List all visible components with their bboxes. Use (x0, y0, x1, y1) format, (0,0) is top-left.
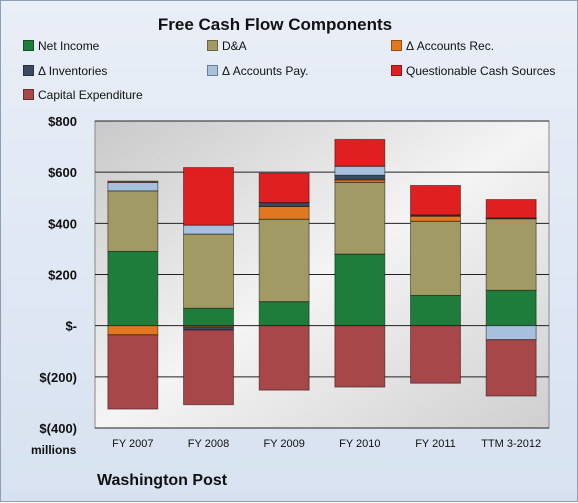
bar-questionable-cash-sources (334, 138, 386, 167)
legend-item-inventories: Δ Inventories (23, 64, 107, 78)
x-tick-label: TTM 3-2012 (481, 438, 541, 450)
x-tick-label: FY 2011 (415, 438, 456, 450)
company-name: Washington Post (97, 472, 228, 489)
legend-swatch-accounts-rec (391, 40, 402, 51)
legend-swatch-net-income (23, 40, 34, 51)
bar-net-income (258, 301, 310, 327)
y-tick-label: $400 (48, 216, 77, 231)
legend-label: D&A (222, 39, 247, 53)
legend-label: Capital Expenditure (38, 88, 143, 102)
bar-accounts-pay (183, 224, 234, 235)
y-tick-label: $(400) (39, 421, 77, 436)
bar-accounts-pay (107, 181, 159, 192)
bar-d-a (485, 218, 537, 291)
bar-net-income (334, 253, 386, 327)
bar-inventories (334, 174, 386, 181)
bar-capital-expenditure (107, 334, 159, 410)
legend-label: Δ Inventories (38, 64, 108, 78)
units-label: millions (31, 443, 77, 457)
legend-item-questionable-cash: Questionable Cash Sources (391, 64, 555, 78)
legend-item-accounts-rec: Δ Accounts Rec. (391, 39, 494, 53)
legend-item-capex: Capital Expenditure (23, 88, 143, 102)
legend-item-accounts-pay: Δ Accounts Pay. (207, 64, 309, 78)
bar-capital-expenditure (183, 329, 234, 406)
x-tick-label: FY 2007 (112, 438, 153, 450)
legend-label: Δ Accounts Rec. (406, 39, 495, 53)
y-tick-label: $200 (48, 268, 77, 283)
bar-questionable-cash-sources (485, 199, 537, 219)
bar-net-income (485, 289, 537, 327)
bar-d-a (410, 220, 461, 296)
bar-net-income (410, 294, 461, 327)
chart-title: Free Cash Flow Components (157, 15, 393, 34)
bar-accounts-rec (410, 215, 461, 222)
legend-swatch-capex (23, 89, 34, 100)
bar-d-a (107, 190, 159, 252)
bar-net-income (183, 307, 234, 327)
bar-accounts-pay (334, 165, 386, 176)
legend-swatch-da (207, 40, 218, 51)
y-tick-label: $(200) (39, 370, 77, 385)
bar-capital-expenditure (485, 339, 537, 397)
legend-label: Δ Accounts Pay. (222, 64, 309, 78)
legend-swatch-inventories (23, 65, 34, 76)
x-tick-label: FY 2010 (339, 438, 380, 450)
bar-net-income (107, 250, 159, 327)
bar-questionable-cash-sources (410, 184, 461, 216)
y-tick-label: $800 (48, 114, 77, 129)
bar-d-a (258, 218, 310, 303)
y-tick-label: $- (65, 319, 77, 334)
bar-d-a (183, 233, 234, 309)
legend-swatch-questionable-cash (391, 65, 402, 76)
bar-inventories (258, 202, 310, 207)
bar-capital-expenditure (410, 325, 461, 384)
legend-item-da: D&A (207, 39, 247, 53)
legend-swatch-accounts-pay (207, 65, 218, 76)
bar-accounts-pay (485, 325, 537, 341)
bar-questionable-cash-sources (258, 172, 310, 204)
bar-accounts-rec (107, 325, 159, 336)
legend-label: Questionable Cash Sources (406, 64, 556, 78)
x-tick-label: FY 2008 (188, 438, 229, 450)
legend-item-net-income: Net Income (23, 39, 99, 53)
bar-questionable-cash-sources (183, 167, 234, 226)
bar-questionable-cash-sources (107, 180, 159, 183)
bar-capital-expenditure (334, 325, 386, 388)
legend-label: Net Income (38, 39, 100, 53)
bar-d-a (334, 181, 386, 255)
bar-capital-expenditure (258, 325, 310, 391)
x-tick-label: FY 2009 (263, 438, 304, 450)
y-tick-label: $600 (48, 165, 77, 180)
bar-accounts-rec (258, 205, 310, 220)
